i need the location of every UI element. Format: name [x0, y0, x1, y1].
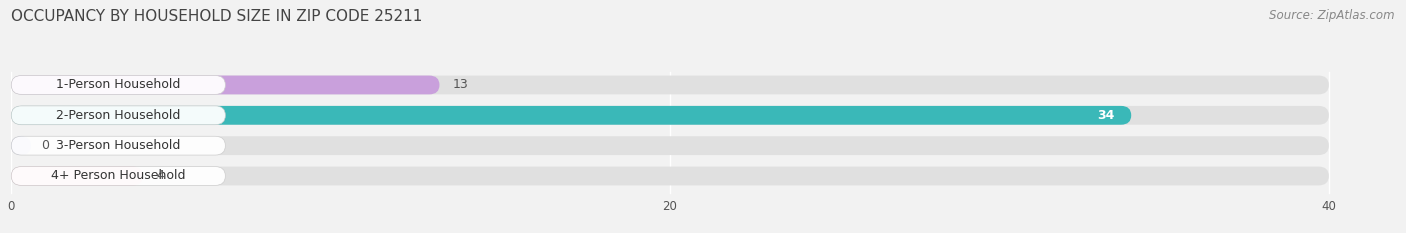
FancyBboxPatch shape — [11, 167, 143, 185]
FancyBboxPatch shape — [11, 136, 31, 155]
Text: 2-Person Household: 2-Person Household — [56, 109, 180, 122]
Text: 34: 34 — [1097, 109, 1115, 122]
Text: 4+ Person Household: 4+ Person Household — [51, 169, 186, 182]
FancyBboxPatch shape — [11, 167, 225, 185]
Text: 1-Person Household: 1-Person Household — [56, 79, 180, 92]
FancyBboxPatch shape — [11, 106, 1132, 125]
FancyBboxPatch shape — [11, 106, 225, 125]
Text: 3-Person Household: 3-Person Household — [56, 139, 180, 152]
FancyBboxPatch shape — [11, 136, 225, 155]
FancyBboxPatch shape — [11, 75, 1329, 94]
FancyBboxPatch shape — [11, 167, 1329, 185]
FancyBboxPatch shape — [11, 106, 1329, 125]
Text: 13: 13 — [453, 79, 468, 92]
FancyBboxPatch shape — [11, 136, 1329, 155]
Text: 0: 0 — [41, 139, 49, 152]
Text: 4: 4 — [156, 169, 165, 182]
Text: OCCUPANCY BY HOUSEHOLD SIZE IN ZIP CODE 25211: OCCUPANCY BY HOUSEHOLD SIZE IN ZIP CODE … — [11, 9, 423, 24]
Text: Source: ZipAtlas.com: Source: ZipAtlas.com — [1270, 9, 1395, 22]
FancyBboxPatch shape — [11, 75, 440, 94]
FancyBboxPatch shape — [11, 75, 225, 94]
